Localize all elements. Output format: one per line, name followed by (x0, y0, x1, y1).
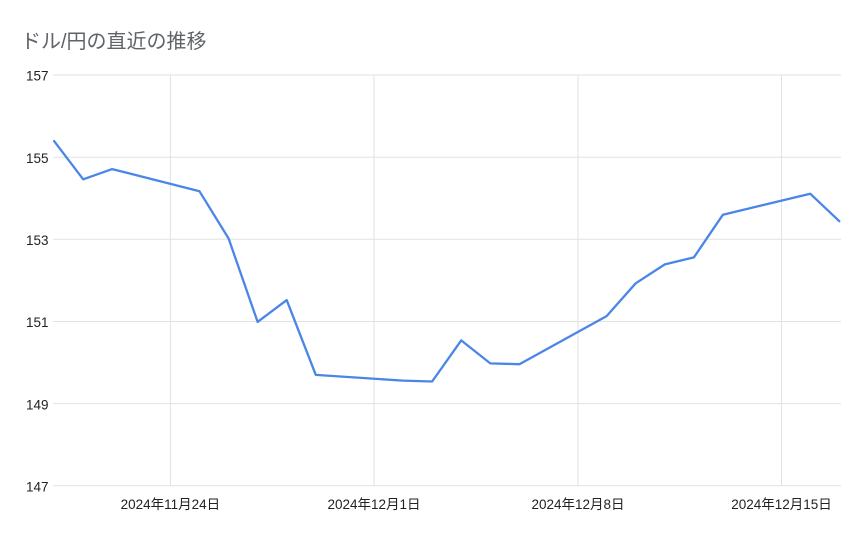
svg-text:2024年12月15日: 2024年12月15日 (731, 497, 832, 512)
svg-text:157: 157 (26, 69, 49, 84)
svg-text:153: 153 (26, 233, 49, 248)
svg-text:151: 151 (26, 315, 49, 330)
svg-text:2024年11月24日: 2024年11月24日 (121, 497, 221, 512)
svg-text:2024年12月1日: 2024年12月1日 (327, 497, 420, 512)
svg-text:147: 147 (26, 480, 49, 495)
svg-text:2024年12月8日: 2024年12月8日 (531, 497, 624, 512)
svg-text:155: 155 (26, 151, 49, 166)
svg-text:149: 149 (26, 397, 49, 412)
